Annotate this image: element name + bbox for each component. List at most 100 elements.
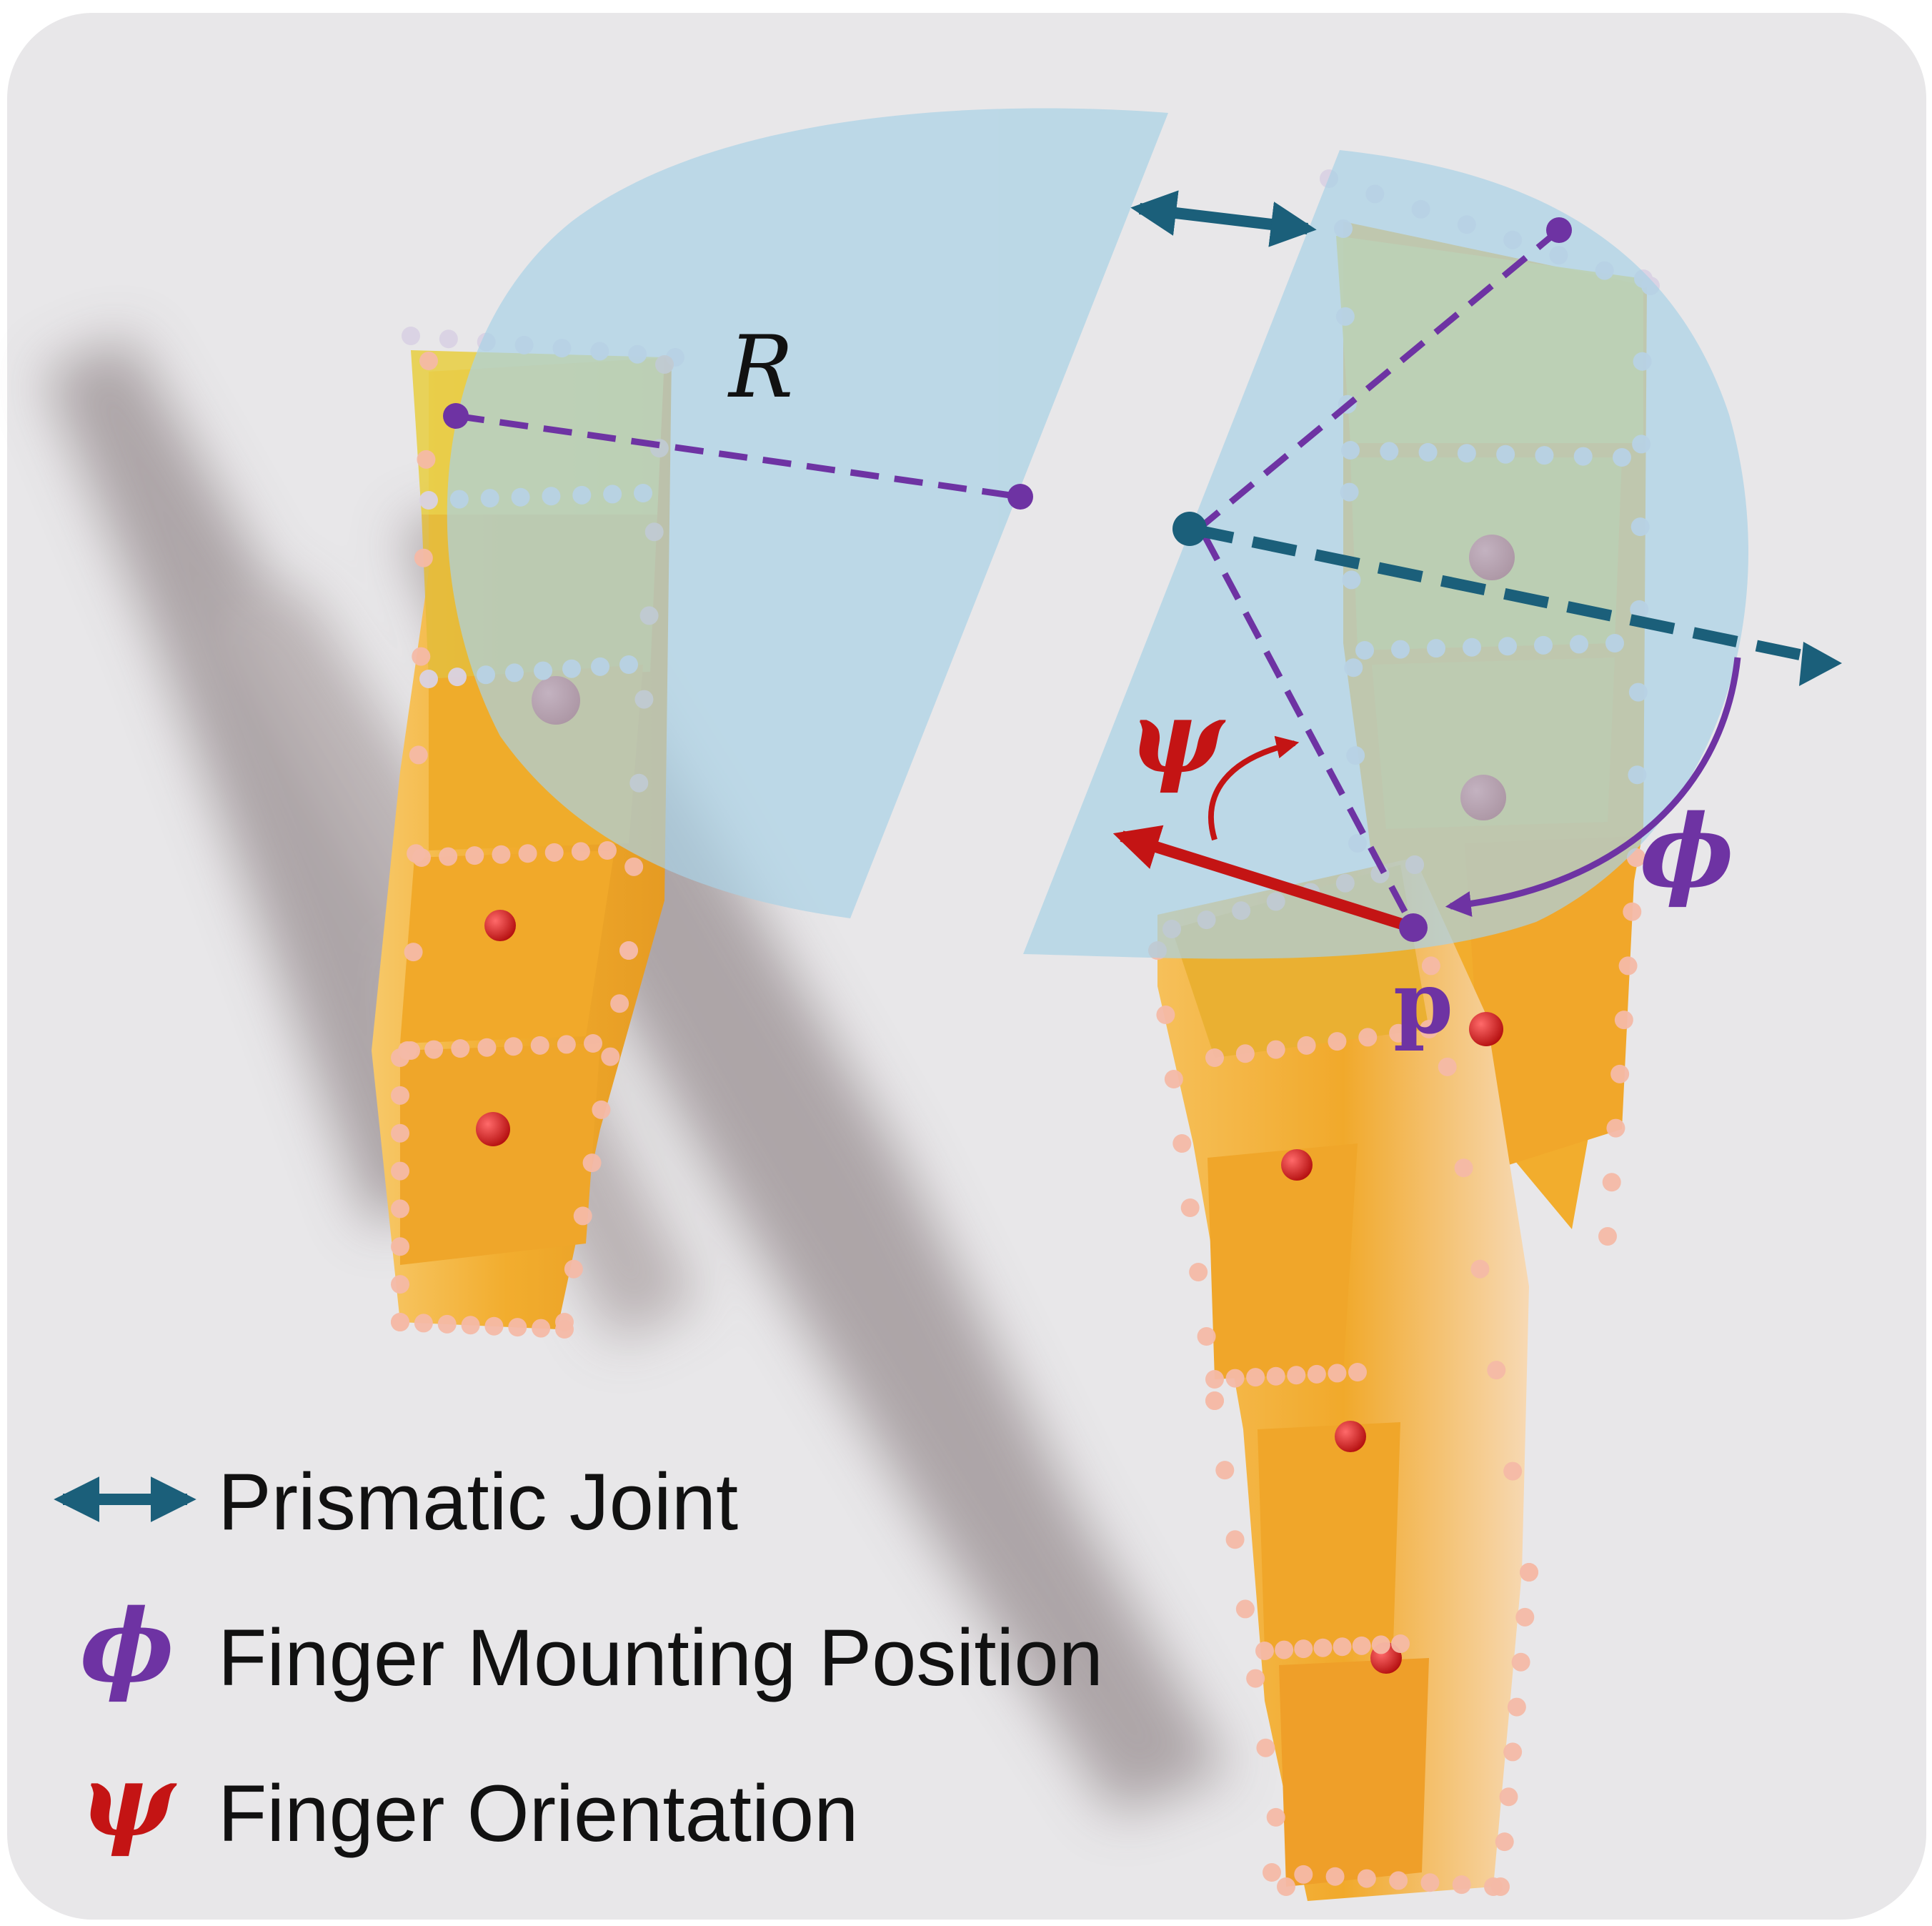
legend-item-orientation: ψ Finger Orientation [80, 1742, 858, 1860]
bead [391, 1123, 409, 1143]
bead [1225, 1530, 1245, 1549]
bead [1358, 1028, 1378, 1047]
bead [451, 1039, 470, 1058]
bead [1266, 1366, 1285, 1386]
bead [1277, 1877, 1295, 1896]
phi-icon: ϕ [80, 1588, 174, 1705]
bead [1389, 1023, 1408, 1043]
legend-label-prismatic: Prismatic Joint [218, 1457, 738, 1547]
bead [439, 847, 458, 866]
prismatic-joint-arrow [1130, 190, 1317, 247]
bead [484, 1316, 504, 1336]
bead [582, 1153, 602, 1173]
bead [1511, 1652, 1530, 1672]
mounting-point-dot [1399, 913, 1428, 942]
bead [477, 1038, 497, 1057]
right-finger-marker [1281, 1149, 1313, 1181]
bead [1420, 1873, 1440, 1892]
bead [557, 1035, 576, 1054]
legend-label-mounting: Finger Mounting Position [218, 1613, 1103, 1702]
bead [1294, 1639, 1313, 1659]
bead [414, 1314, 433, 1333]
bead [1297, 1036, 1316, 1055]
left-finger-segment-4 [400, 850, 614, 1043]
bead [1235, 1044, 1255, 1063]
psi-label: ψ [1129, 679, 1226, 796]
bead [571, 842, 590, 861]
bead [391, 1199, 409, 1218]
bead [1256, 1738, 1275, 1757]
bead [508, 1318, 527, 1337]
bead [448, 667, 467, 687]
bead [391, 1161, 409, 1181]
bead [419, 491, 438, 510]
bead [391, 1237, 409, 1256]
bead [1328, 1364, 1347, 1383]
bead [1266, 1807, 1285, 1827]
bead [1454, 1158, 1473, 1178]
bead [1618, 956, 1638, 976]
bead [439, 329, 458, 349]
bead [1452, 1875, 1471, 1895]
workspace-disk [447, 108, 1749, 959]
bead [1189, 1263, 1208, 1281]
bead [412, 848, 431, 867]
bead [1487, 1361, 1506, 1380]
bead [1164, 1070, 1183, 1088]
bead [437, 1314, 457, 1334]
right-finger-marker [1469, 1012, 1503, 1046]
bead [1495, 1832, 1514, 1852]
bead [1328, 1032, 1347, 1051]
bead [1197, 1327, 1216, 1346]
disk-left-sector [447, 108, 1168, 918]
right-finger-segment-7 [1258, 1422, 1400, 1651]
bead [1348, 1363, 1367, 1381]
radius-center-dot [1007, 484, 1033, 510]
bead [532, 1319, 551, 1338]
bead [424, 1040, 444, 1059]
bead [1255, 1642, 1274, 1660]
bead [555, 1320, 574, 1339]
bead [1352, 1636, 1371, 1655]
legend-item-mounting: ϕ Finger Mounting Position [80, 1588, 1103, 1705]
bead [1263, 1863, 1281, 1882]
bead [530, 1036, 549, 1055]
bead [1205, 1370, 1224, 1389]
point-label: p [1393, 953, 1453, 1053]
bead [1598, 1227, 1617, 1246]
bead [1371, 1635, 1390, 1654]
bead [1313, 1638, 1333, 1657]
right-finger-segment-6 [1208, 1143, 1358, 1379]
bead [461, 1316, 480, 1335]
mounting-dashed-upper [1195, 227, 1561, 533]
disk-center-dot [1172, 512, 1207, 546]
bead [1520, 1563, 1538, 1582]
bead [610, 994, 629, 1013]
bead [1503, 1742, 1523, 1762]
legend-label-orientation: Finger Orientation [218, 1769, 858, 1858]
psi-icon: ψ [80, 1742, 177, 1860]
right-finger-marker [1335, 1421, 1366, 1452]
bead [492, 845, 511, 864]
bead [598, 841, 617, 860]
bead [1246, 1669, 1265, 1688]
bead [1275, 1640, 1294, 1659]
bead [465, 846, 484, 865]
bead [1438, 1057, 1457, 1076]
bead [419, 352, 438, 370]
bead [398, 1041, 417, 1060]
bead [518, 844, 537, 863]
bead [417, 450, 436, 469]
bead [391, 1086, 409, 1105]
bead [1515, 1607, 1535, 1627]
bead [1507, 1697, 1526, 1717]
mounting-upper-dot [1546, 217, 1572, 243]
bead [1470, 1259, 1490, 1279]
bead [1266, 1040, 1285, 1059]
bead [584, 1034, 602, 1053]
bead [1172, 1134, 1192, 1153]
phi-arc [1445, 657, 1741, 917]
bead [419, 670, 438, 688]
reference-axis [1188, 523, 1822, 665]
